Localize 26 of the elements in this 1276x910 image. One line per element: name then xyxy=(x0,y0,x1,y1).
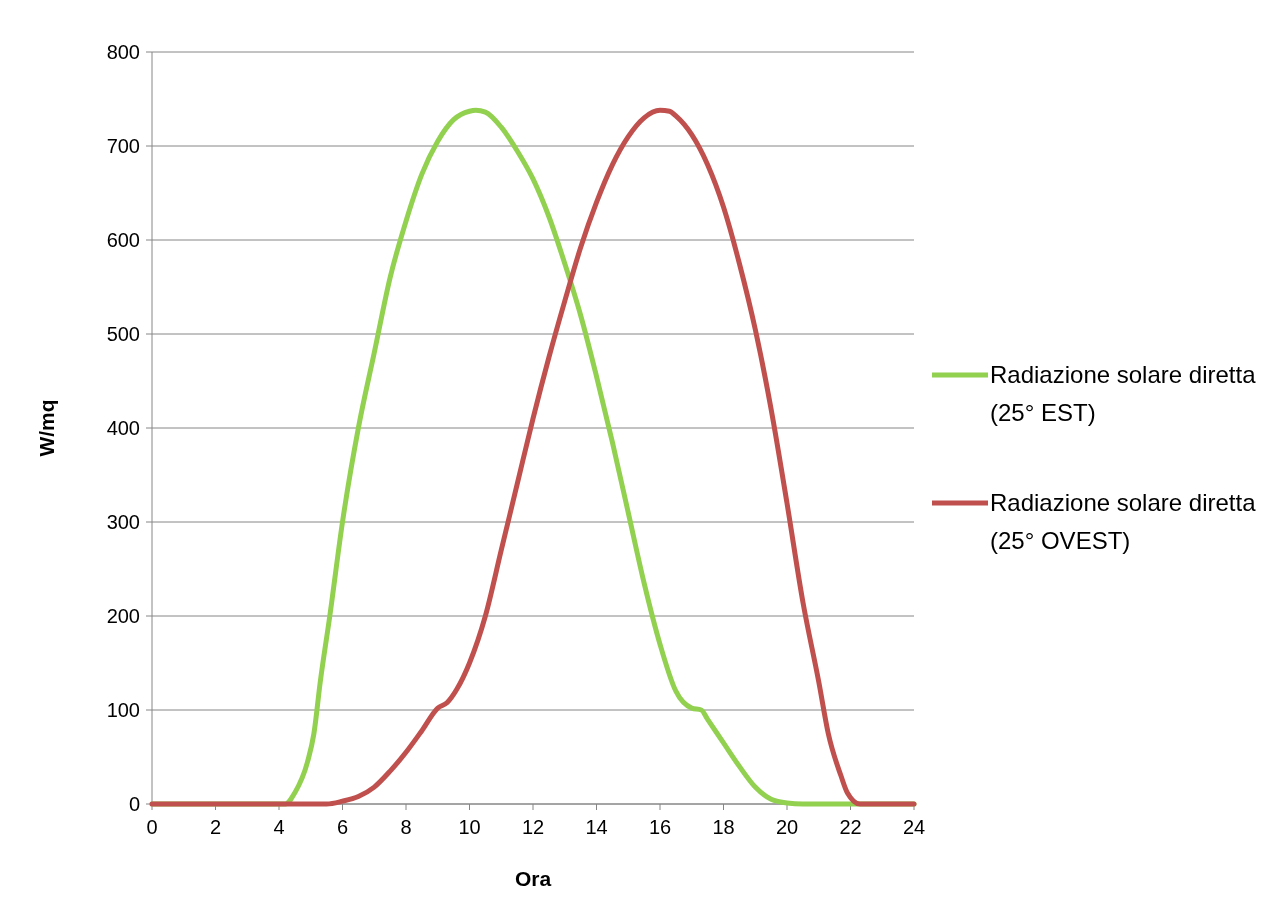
x-tick-label: 16 xyxy=(648,816,672,838)
y-tick-label: 100 xyxy=(106,699,140,721)
x-tick-label: 8 xyxy=(400,816,412,838)
y-tick-label: 500 xyxy=(106,323,140,345)
legend-label: Radiazione solare diretta (25° OVEST) xyxy=(990,489,1257,555)
x-tick-label: 4 xyxy=(273,816,285,838)
x-tick-label: 0 xyxy=(146,816,158,838)
y-tick-label: 200 xyxy=(106,605,140,627)
x-tick-label: 20 xyxy=(775,816,799,838)
x-tick-label: 18 xyxy=(712,816,735,838)
y-tick-label: 600 xyxy=(106,229,140,251)
x-axis-title: Ora xyxy=(514,867,552,890)
x-tick-label: 2 xyxy=(209,816,222,838)
y-axis-title: W/mq xyxy=(35,399,58,457)
y-tick-label: 800 xyxy=(106,41,140,63)
x-tick-label: 24 xyxy=(902,816,926,838)
legend-label: Radiazione solare diretta (25° EST) xyxy=(990,361,1257,427)
x-tick-label: 22 xyxy=(839,816,862,838)
y-tick-label: 0 xyxy=(128,793,140,815)
x-tick-label: 6 xyxy=(336,816,349,838)
x-tick-label: 10 xyxy=(458,816,481,838)
y-tick-label: 700 xyxy=(106,135,140,157)
x-tick-label: 12 xyxy=(521,816,545,838)
y-tick-label: 400 xyxy=(106,417,140,439)
y-tick-label: 300 xyxy=(106,511,140,533)
x-tick-label: 14 xyxy=(585,816,608,838)
